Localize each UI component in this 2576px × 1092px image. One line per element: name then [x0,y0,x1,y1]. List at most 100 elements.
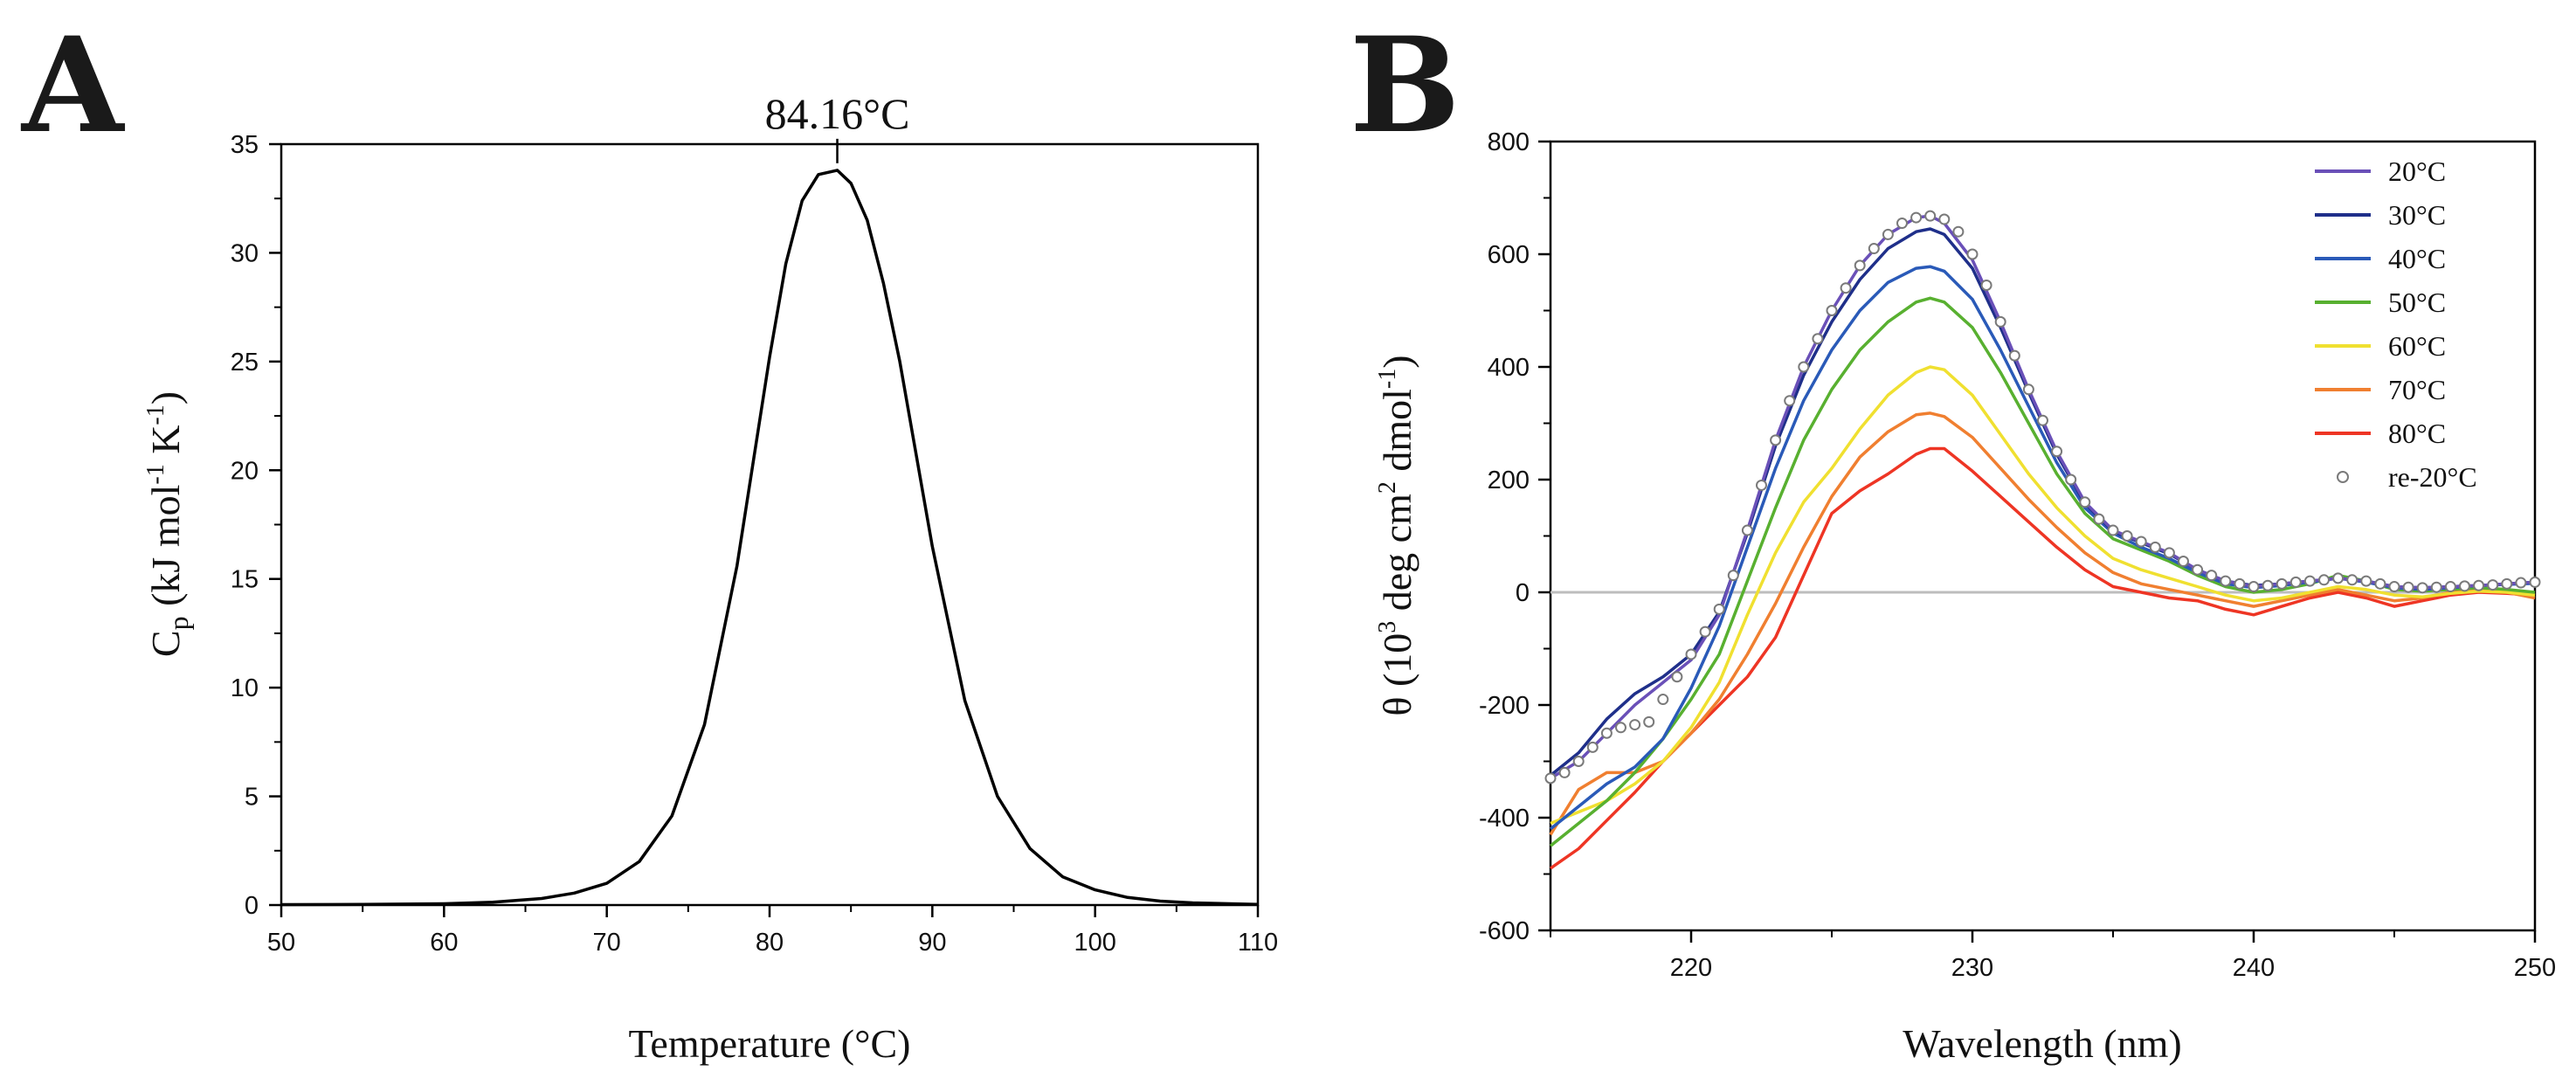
y-tick-label: 400 [1488,354,1530,382]
y-title-rest1: (kJ mol [143,485,188,617]
scatter-point [1966,248,1979,260]
cp-curve [280,169,1259,907]
scatter-point [2262,579,2274,591]
y-tick-label: 10 [231,674,259,702]
y-tick-label: 5 [245,784,259,812]
scatter-point [2303,575,2316,587]
y-title-sub: p [162,616,194,630]
scatter-point [2318,574,2330,586]
panel-a-letter: A [20,9,126,162]
scatter-point [2220,575,2232,587]
scatter-point [2374,577,2386,590]
y-title-sup2: -1 [142,404,169,425]
y-tick-label: 0 [245,892,259,920]
x-tick-label: 70 [593,929,621,957]
scatter-point [1600,727,1613,739]
scatter-point [1544,772,1557,784]
panel-a-tick-labels: 50 60 70 80 90 100 110 0 5 10 15 20 25 30 35 [231,131,1278,957]
scatter-point [1882,228,1894,240]
x-tick-label: 50 [267,929,295,957]
scatter-point [1868,243,1880,255]
x-tick-label: 220 [1670,954,1712,982]
scatter-point [1685,648,1697,660]
y-title-main: θ (10 [1375,633,1419,716]
panel-b-scatter [1544,210,2541,784]
series-line [1549,296,2536,847]
scatter-point [2487,579,2499,591]
scatter-point [2192,563,2204,576]
peak-label: 84.16°C [765,89,910,138]
panel-b-y-axis-title: θ (103 deg cm2 dmol-1) [1374,355,1419,715]
panel-b-x-axis-title: Wavelength (nm) [1903,1021,2181,1066]
panel-a-y-axis-title: Cp (kJ mol-1 K-1) [142,391,194,657]
scatter-point [2206,570,2218,582]
y-title-rest2: K [143,425,188,465]
y-title-sup2: 2 [1374,481,1401,494]
series-line [1550,214,2536,780]
panel-a: A 50 60 70 80 90 100 110 0 5 10 15 20 25 30 35 84.16°C… [20,9,1278,1066]
y-tick-label: -200 [1479,692,1530,720]
scatter-point [2234,577,2246,590]
y-title-rest3: ) [143,391,188,404]
scatter-point [2248,581,2260,593]
scatter-point [2121,530,2133,542]
scatter-point [1741,524,1753,536]
scatter-point [2107,524,2119,536]
scatter-point [1643,715,1655,728]
y-tick-label: 15 [231,566,259,594]
scatter-point [1854,259,1866,272]
panel-b-series [1549,214,2536,870]
y-title-sup1: 3 [1374,621,1401,633]
scatter-point [1784,395,1796,407]
y-title-sup3: -1 [1374,369,1401,389]
y-tick-label: 35 [231,131,259,159]
y-tick-label: 30 [231,239,259,267]
scatter-point [2289,576,2302,588]
scatter-point [2008,349,2020,362]
scatter-point [1840,282,1852,294]
legend-label: 40°C [2388,243,2446,274]
scatter-point [2093,513,2105,525]
x-tick-label: 60 [430,929,458,957]
scatter-point [2501,577,2513,590]
panel-a-frame [280,142,1260,907]
y-title-sup1: -1 [142,464,169,484]
y-tick-label: 800 [1488,128,1530,156]
scatter-point [2178,556,2189,568]
y-title-rest2: dmol [1375,389,1419,481]
scatter-point [2529,576,2541,588]
y-title-rest3: ) [1375,355,1419,368]
scatter-point [2163,547,2175,559]
y-tick-label: 25 [231,349,259,377]
x-tick-label: 230 [1951,954,1993,982]
scatter-point [1980,279,1992,291]
panel-b-tick-labels: 220 230 240 250 -600 -400 -200 0 200 400 600 800 [1479,128,2556,982]
scatter-point [2022,384,2034,396]
x-tick-label: 250 [2514,954,2556,982]
scatter-point [1756,479,1767,491]
scatter-point [2037,414,2048,426]
scatter-point [1924,210,1937,222]
scatter-point [2459,580,2470,592]
scatter-point [1770,434,1782,446]
series-line [1549,265,2536,831]
y-tick-label: -400 [1479,805,1530,833]
scatter-point [2430,581,2442,593]
legend-label: 70°C [2388,374,2446,405]
series-line [1550,365,2536,826]
legend-marker [2337,471,2349,483]
scatter-point [1572,756,1585,767]
scatter-point [2065,473,2077,486]
scatter-point [1713,603,1725,615]
scatter-point [2444,581,2456,593]
scatter-point [2473,579,2485,591]
x-tick-label: 240 [2233,954,2275,982]
y-title-main: C [143,630,188,657]
legend-label: 60°C [2388,330,2446,362]
scatter-point [2332,572,2345,584]
scatter-point [1910,211,1923,224]
panel-a-annotation: 84.16°C [765,89,910,163]
panel-a-ticks [269,142,1260,917]
scatter-point [1586,741,1599,753]
scatter-point [1812,333,1824,345]
